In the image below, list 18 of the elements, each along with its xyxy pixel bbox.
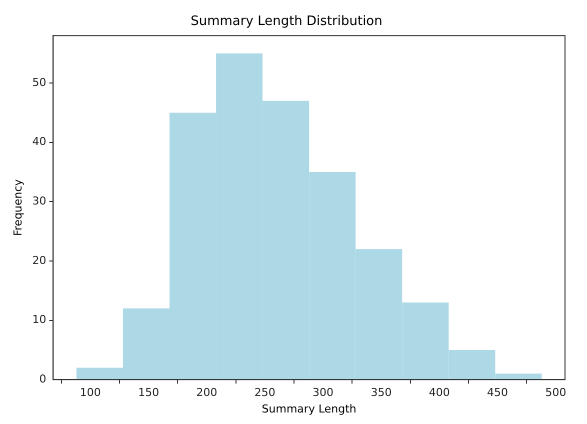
x-tick-label: 350: [370, 386, 392, 400]
y-tick-label: 20: [32, 254, 46, 267]
y-tick-label: 10: [32, 313, 46, 326]
y-tick-label: 40: [32, 135, 46, 148]
y-tick-label: 30: [32, 194, 46, 208]
y-axis-title: Frequency: [11, 178, 24, 236]
x-tick-label: 200: [196, 386, 218, 400]
x-tick-label: 100: [80, 386, 101, 400]
y-tick-label: 0: [39, 372, 46, 386]
x-tick-label: 400: [428, 386, 450, 400]
x-tick-label: 300: [312, 386, 334, 400]
chart-title: Summary Length Distribution: [190, 14, 382, 30]
x-tick-label: 150: [138, 386, 160, 400]
x-tick-label: 450: [487, 386, 508, 400]
x-tick-label: 500: [545, 386, 566, 400]
y-tick-label: 50: [32, 76, 46, 89]
x-axis-title: Summary Length: [262, 402, 356, 416]
x-tick-label: 250: [254, 386, 276, 400]
